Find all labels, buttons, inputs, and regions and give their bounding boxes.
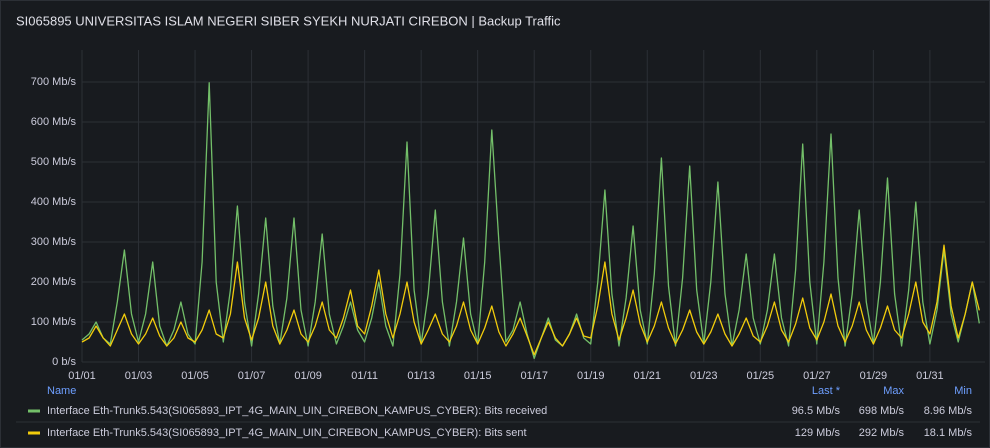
x-tick-label: 01/03: [125, 370, 153, 382]
legend-value: 292 Mb/s: [859, 427, 905, 439]
x-tick-label: 01/11: [351, 370, 378, 382]
y-tick-label: 500 Mb/s: [31, 156, 77, 168]
legend-value: 18.1 Mb/s: [924, 427, 973, 439]
x-tick-label: 01/15: [464, 370, 492, 382]
x-tick-label: 01/09: [294, 370, 322, 382]
y-tick-label: 0 b/s: [52, 356, 76, 368]
y-tick-label: 400 Mb/s: [31, 196, 77, 208]
x-tick-label: 01/29: [860, 370, 888, 382]
legend-label: Interface Eth-Trunk5.543(SI065893_IPT_4G…: [47, 427, 527, 439]
x-tick-label: 01/13: [407, 370, 435, 382]
legend-header: Max: [883, 385, 904, 397]
x-tick-label: 01/05: [181, 370, 209, 382]
y-tick-label: 300 Mb/s: [31, 236, 77, 248]
legend-label: Interface Eth-Trunk5.543(SI065893_IPT_4G…: [47, 405, 547, 417]
legend-header: Name: [47, 385, 76, 397]
x-tick-label: 01/17: [520, 370, 548, 382]
x-tick-label: 01/01: [68, 370, 96, 382]
x-tick-label: 01/23: [690, 370, 718, 382]
y-tick-label: 600 Mb/s: [31, 116, 77, 128]
series-line: [81, 244, 980, 356]
legend-value: 129 Mb/s: [795, 427, 841, 439]
panel-title: SI065895 UNIVERSITAS ISLAM NEGERI SIBER …: [16, 13, 561, 28]
legend-header: Last *: [812, 385, 841, 397]
y-tick-label: 100 Mb/s: [31, 316, 77, 328]
legend-header: Min: [954, 385, 972, 397]
x-tick-label: 01/25: [747, 370, 775, 382]
x-tick-label: 01/07: [238, 370, 266, 382]
x-tick-label: 01/21: [633, 370, 661, 382]
legend-value: 698 Mb/s: [859, 405, 905, 417]
x-tick-label: 01/19: [577, 370, 605, 382]
x-tick-label: 01/31: [916, 370, 944, 382]
y-tick-label: 200 Mb/s: [31, 276, 77, 288]
legend-value: 8.96 Mb/s: [924, 405, 973, 417]
x-tick-label: 01/27: [803, 370, 831, 382]
legend-value: 96.5 Mb/s: [792, 405, 841, 417]
y-tick-label: 700 Mb/s: [31, 76, 77, 88]
